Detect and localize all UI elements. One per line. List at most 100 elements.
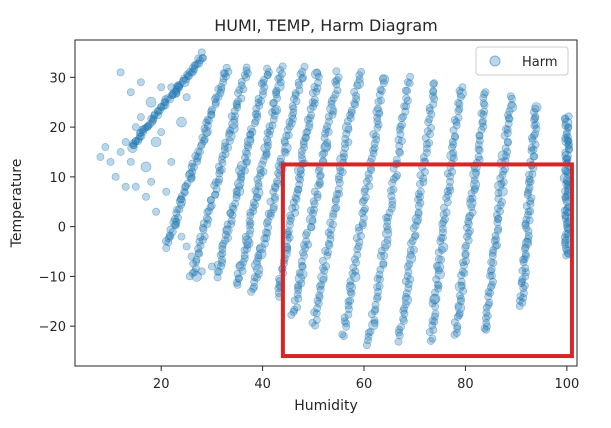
data-point bbox=[372, 135, 381, 144]
data-point bbox=[136, 78, 145, 87]
data-point bbox=[358, 219, 367, 228]
data-point bbox=[379, 79, 388, 87]
data-point bbox=[500, 131, 509, 140]
data-point bbox=[352, 234, 361, 242]
data-point bbox=[484, 292, 493, 301]
data-point bbox=[164, 234, 173, 243]
data-point bbox=[288, 204, 297, 213]
data-point bbox=[131, 123, 140, 131]
data-point bbox=[302, 231, 310, 239]
data-point bbox=[140, 161, 152, 173]
data-point bbox=[318, 150, 327, 159]
data-point bbox=[289, 198, 298, 207]
data-point bbox=[182, 242, 191, 251]
data-point bbox=[126, 157, 135, 166]
data-point bbox=[326, 235, 335, 244]
y-tick-label: −20 bbox=[39, 320, 66, 335]
data-point bbox=[238, 267, 247, 275]
data-point bbox=[388, 200, 397, 209]
data-point bbox=[193, 154, 202, 163]
data-point bbox=[517, 279, 526, 288]
data-point bbox=[344, 305, 353, 314]
data-point bbox=[106, 157, 115, 166]
data-point bbox=[291, 91, 300, 100]
data-point bbox=[332, 67, 341, 76]
data-point bbox=[224, 67, 233, 76]
data-point bbox=[233, 269, 242, 278]
data-point bbox=[404, 280, 413, 288]
data-point bbox=[195, 249, 203, 258]
data-point bbox=[323, 251, 332, 260]
data-point bbox=[294, 273, 306, 284]
data-point bbox=[294, 78, 303, 87]
data-point bbox=[166, 225, 175, 234]
data-point bbox=[254, 179, 263, 188]
x-axis-title: Humidity bbox=[294, 398, 357, 414]
data-point bbox=[233, 186, 245, 197]
data-point bbox=[246, 219, 255, 228]
data-point bbox=[434, 284, 442, 293]
data-point bbox=[521, 243, 530, 252]
data-point bbox=[434, 281, 443, 290]
data-point bbox=[221, 72, 230, 81]
data-point bbox=[281, 148, 290, 157]
data-point bbox=[220, 145, 229, 154]
data-point bbox=[210, 181, 219, 190]
data-point bbox=[524, 227, 533, 236]
data-point bbox=[131, 182, 140, 191]
data-point bbox=[368, 319, 379, 331]
data-point bbox=[203, 208, 212, 216]
data-point bbox=[300, 62, 309, 71]
data-point bbox=[177, 192, 186, 201]
data-point bbox=[358, 221, 367, 230]
data-point bbox=[237, 81, 246, 90]
data-point bbox=[561, 136, 572, 147]
data-point bbox=[253, 273, 261, 282]
y-tick-label: 20 bbox=[49, 121, 66, 136]
data-point bbox=[127, 142, 138, 153]
data-point bbox=[530, 152, 539, 161]
data-point bbox=[504, 114, 513, 123]
data-point bbox=[397, 114, 406, 123]
data-point bbox=[489, 246, 498, 254]
data-point bbox=[266, 212, 275, 220]
data-point bbox=[361, 185, 370, 194]
data-point bbox=[310, 83, 319, 91]
data-point bbox=[147, 177, 155, 186]
data-point bbox=[425, 104, 434, 112]
data-point bbox=[403, 87, 411, 95]
data-point bbox=[486, 283, 495, 292]
data-point bbox=[261, 152, 270, 161]
data-point bbox=[488, 251, 497, 260]
data-point bbox=[493, 226, 502, 235]
data-point bbox=[371, 300, 380, 309]
data-point bbox=[414, 202, 423, 210]
data-point bbox=[256, 169, 265, 177]
data-point bbox=[494, 180, 505, 191]
data-point bbox=[454, 113, 463, 122]
x-axis: 20 40 60 80 100 bbox=[153, 366, 579, 392]
data-point bbox=[167, 157, 176, 166]
data-point bbox=[525, 216, 534, 225]
data-point bbox=[159, 102, 168, 111]
data-point bbox=[407, 239, 415, 248]
data-point bbox=[246, 208, 255, 217]
data-point bbox=[233, 280, 242, 289]
data-point bbox=[240, 71, 249, 79]
x-tick-label: 100 bbox=[554, 377, 579, 392]
data-point bbox=[426, 337, 435, 345]
data-point bbox=[352, 258, 360, 267]
data-point bbox=[374, 97, 383, 106]
data-point bbox=[428, 321, 437, 330]
data-point bbox=[297, 147, 306, 155]
data-point bbox=[342, 322, 350, 331]
data-point bbox=[182, 93, 191, 102]
data-point bbox=[351, 100, 359, 109]
data-point bbox=[486, 267, 495, 275]
data-point bbox=[290, 296, 299, 305]
data-point bbox=[423, 140, 431, 149]
data-point bbox=[319, 275, 328, 284]
data-point bbox=[129, 141, 138, 150]
data-point bbox=[116, 68, 125, 77]
data-point bbox=[463, 232, 471, 241]
